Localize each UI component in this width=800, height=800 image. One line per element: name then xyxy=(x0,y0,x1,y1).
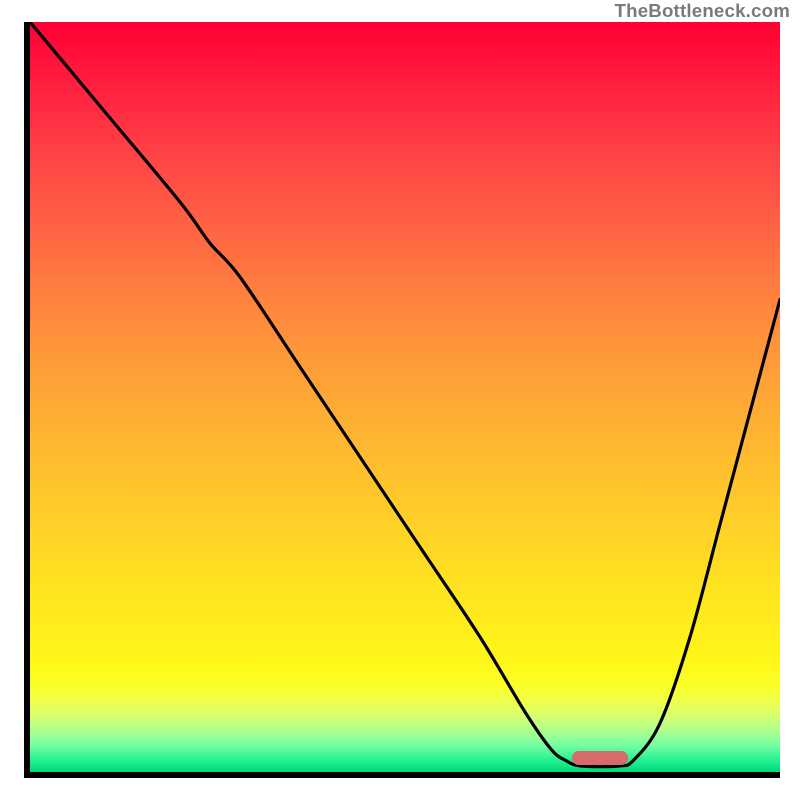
bottleneck-curve xyxy=(30,22,780,767)
watermark-text: TheBottleneck.com xyxy=(615,0,791,22)
optimal-range-marker xyxy=(572,751,628,765)
chart-curve-layer xyxy=(30,22,780,772)
chart-plot-area xyxy=(24,22,780,778)
